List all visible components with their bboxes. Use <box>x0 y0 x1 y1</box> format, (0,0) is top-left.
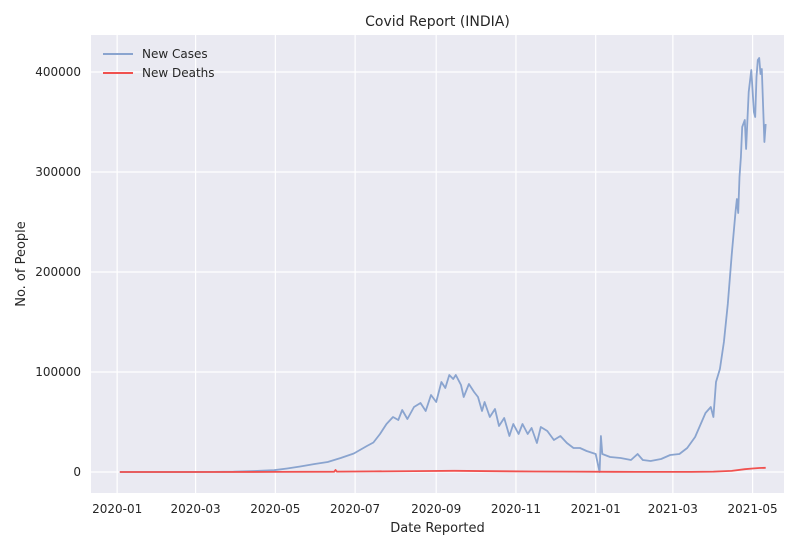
x-tick-label: 2020-11 <box>491 502 541 516</box>
x-tick-label: 2020-03 <box>171 502 221 516</box>
legend-label-new-deaths: New Deaths <box>142 66 215 80</box>
y-tick-label: 200000 <box>35 265 81 279</box>
plot-background <box>91 35 784 493</box>
series-line-new-cases <box>119 57 767 473</box>
y-axis-title: No. of People <box>14 221 29 307</box>
legend: New Cases New Deaths <box>103 47 215 80</box>
y-tick-label: 100000 <box>35 365 81 379</box>
series-lines <box>119 57 767 473</box>
series-line-new-deaths <box>119 466 766 473</box>
x-tick-label: 2020-05 <box>250 502 300 516</box>
chart-title: Covid Report (INDIA) <box>365 14 510 30</box>
y-tick-labels: 0 100000 200000 300000 400000 <box>35 65 81 479</box>
legend-label-new-cases: New Cases <box>142 47 208 61</box>
grid-lines <box>91 35 784 493</box>
y-tick-label: 0 <box>73 465 81 479</box>
x-tick-label: 2020-01 <box>92 502 142 516</box>
y-tick-label: 400000 <box>35 65 81 79</box>
x-tick-label: 2020-09 <box>411 502 461 516</box>
x-tick-label: 2020-07 <box>330 502 380 516</box>
y-tick-label: 300000 <box>35 165 81 179</box>
x-tick-label: 2021-03 <box>648 502 698 516</box>
x-tick-labels: 2020-01 2020-03 2020-05 2020-07 2020-09 2020-… <box>92 502 778 516</box>
x-axis-title: Date Reported <box>390 521 485 536</box>
x-tick-label: 2021-05 <box>728 502 778 516</box>
x-tick-label: 2021-01 <box>571 502 621 516</box>
